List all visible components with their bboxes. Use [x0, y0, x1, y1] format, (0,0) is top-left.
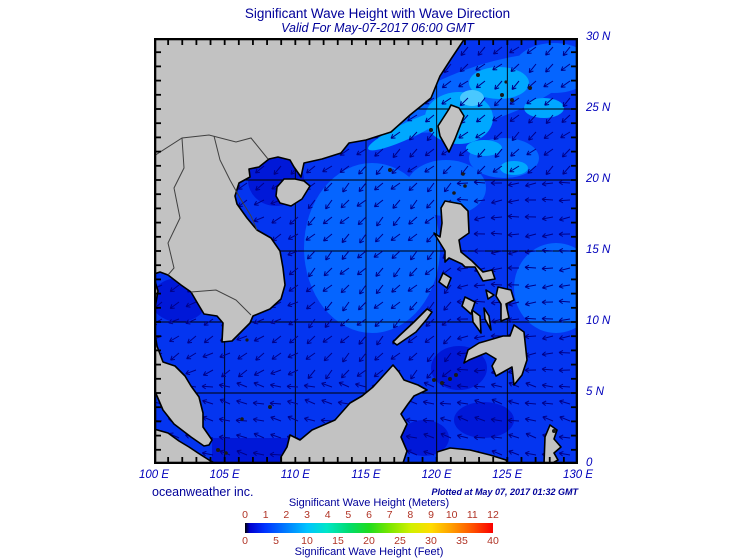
lat-label: 5 N — [586, 386, 604, 398]
island-cebu — [483, 307, 492, 331]
lat-label: 10 N — [586, 315, 611, 327]
island-mindanao — [463, 324, 528, 386]
feet-tick: 30 — [425, 535, 437, 547]
meters-tick: 2 — [283, 509, 290, 521]
meters-tick: 12 — [487, 509, 499, 521]
lon-label: 130 E — [562, 469, 594, 481]
island-negros — [471, 309, 482, 334]
meters-tick: 9 — [428, 509, 434, 521]
island-sulawesi-north — [436, 447, 509, 464]
meters-tick: 6 — [366, 509, 372, 521]
lat-label: 30 N — [586, 31, 611, 43]
island-hainan — [275, 178, 311, 207]
page-title: Significant Wave Height with Wave Direct… — [244, 6, 511, 21]
island-palawan — [392, 308, 433, 346]
valid-time-subtitle: Valid For May-07-2017 06:00 GMT — [281, 21, 474, 35]
lat-label: 15 N — [586, 244, 611, 256]
lon-label: 105 E — [209, 469, 240, 481]
meters-tick: 10 — [445, 509, 458, 521]
island-halmahera — [543, 424, 562, 464]
lat-label: 25 N — [586, 102, 611, 114]
feet-tick: 0 — [242, 535, 248, 547]
feet-tick: 40 — [487, 535, 499, 547]
legend-colorbar — [245, 523, 493, 533]
feet-tick: 5 — [273, 535, 279, 547]
lon-label: 125 E — [492, 469, 523, 481]
island-borneo — [280, 364, 428, 464]
legend-title-feet: Significant Wave Height (Feet) — [294, 546, 444, 558]
meters-tick: 5 — [345, 509, 352, 521]
feet-tick: 20 — [363, 535, 375, 547]
degree-tick-marks — [156, 40, 576, 462]
meters-tick: 11 — [466, 509, 478, 521]
land-mainland-asia — [154, 38, 466, 343]
meters-tick: 7 — [386, 509, 393, 521]
island-sumatra — [154, 428, 217, 464]
meters-tick: 1 — [262, 509, 269, 521]
feet-tick: 15 — [332, 535, 344, 547]
meters-tick: 0 — [242, 509, 248, 521]
feet-tick: 25 — [394, 535, 406, 547]
meters-tick: 3 — [304, 509, 310, 521]
feet-tick: 35 — [456, 535, 468, 547]
map-canvas — [154, 38, 578, 464]
lon-label: 115 E — [351, 469, 381, 481]
country-borders — [154, 134, 269, 316]
island-taiwan — [437, 104, 465, 153]
feet-tick: 10 — [301, 535, 313, 547]
lon-label: 100 E — [138, 469, 170, 481]
legend-title-meters: Significant Wave Height (Meters) — [288, 497, 450, 509]
lat-label: 20 N — [586, 173, 611, 185]
meters-tick: 8 — [407, 509, 414, 521]
lon-label: 120 E — [421, 469, 452, 481]
island-samar-leyte — [495, 286, 515, 322]
island-masbate — [485, 289, 495, 300]
meters-tick: 4 — [324, 509, 331, 521]
small-islands — [216, 73, 556, 455]
lat-label: 0 — [586, 457, 593, 469]
island-luzon — [433, 200, 496, 282]
lon-label: 110 E — [280, 469, 310, 481]
map-frame — [154, 38, 578, 464]
island-mindoro — [438, 272, 452, 289]
credit-oceanweather: oceanweather inc. — [152, 485, 254, 499]
plotted-timestamp: Plotted at May 07, 2017 01:32 GMT — [431, 487, 578, 497]
